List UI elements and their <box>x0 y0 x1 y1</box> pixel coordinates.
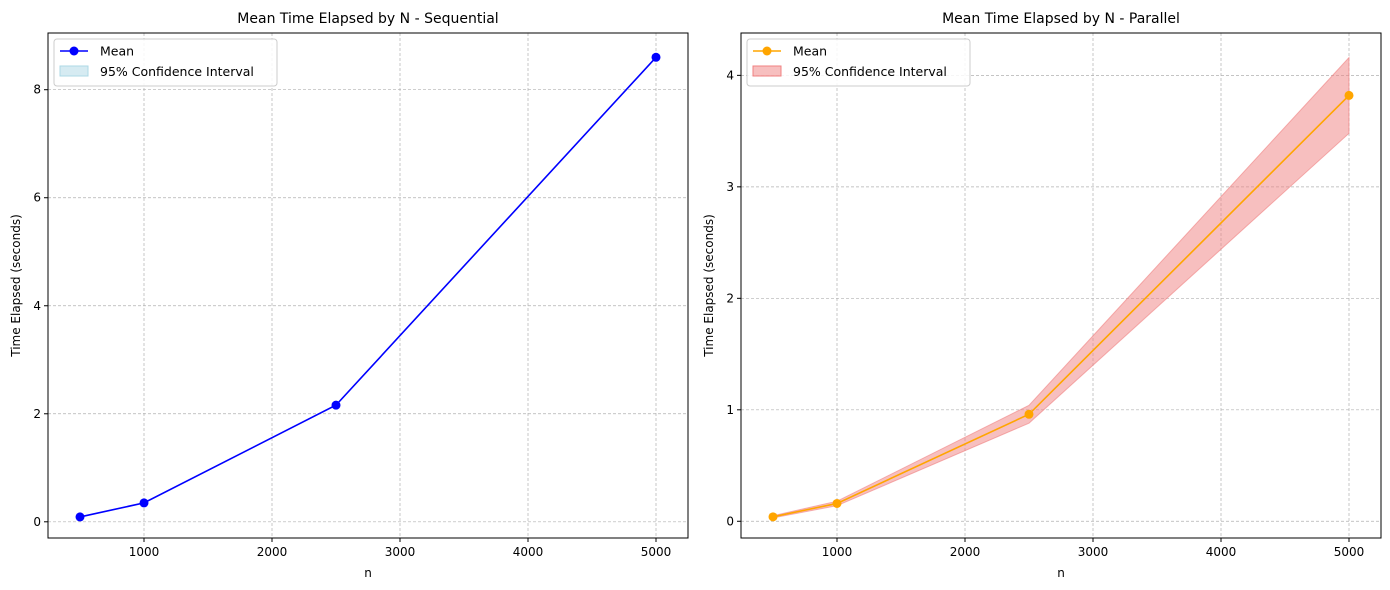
series-layer <box>75 52 661 522</box>
confidence-band-layer <box>772 56 1350 519</box>
mean-point <box>1024 409 1034 419</box>
x-tick-label: 3000 <box>385 545 416 559</box>
x-tick-label: 2000 <box>950 545 981 559</box>
x-axis-label: n <box>1057 566 1065 580</box>
y-tick-label: 0 <box>726 514 734 528</box>
legend-ci-label: 95% Confidence Interval <box>100 64 254 79</box>
parallel-chart: Mean Time Elapsed by N - Parallel 1000 20… <box>702 11 1382 580</box>
sequential-chart: Mean Time Elapsed by N - Sequential 1000… <box>9 11 689 580</box>
tick-layer: 1000 2000 3000 4000 5000 0 2 4 6 8 <box>33 83 671 559</box>
mean-line <box>772 94 1350 518</box>
legend-frame <box>746 38 971 87</box>
legend-mean-marker-swatch <box>762 46 772 56</box>
y-tick-label: 6 <box>33 191 41 205</box>
mean-point <box>331 400 341 410</box>
legend: Mean 95% Confidence Interval <box>746 38 971 87</box>
mean-point <box>768 512 778 522</box>
legend-ci-swatch <box>752 65 782 77</box>
mean-point <box>139 498 149 508</box>
x-tick-label: 4000 <box>513 545 544 559</box>
grid <box>48 33 688 538</box>
confidence-interval-band <box>772 56 1350 519</box>
series-layer <box>768 90 1354 522</box>
plot-frame <box>740 32 1382 539</box>
plot-frame <box>47 32 689 539</box>
legend-ci-swatch <box>59 65 89 77</box>
x-tick-label: 5000 <box>641 545 672 559</box>
x-tick-label: 3000 <box>1078 545 1109 559</box>
y-tick-label: 4 <box>726 68 734 82</box>
y-tick-label: 0 <box>33 515 41 529</box>
legend-mean-label: Mean <box>793 44 827 59</box>
chart-title: Mean Time Elapsed by N - Sequential <box>237 11 498 27</box>
y-axis-label: Time Elapsed (seconds) <box>702 214 716 358</box>
x-tick-label: 2000 <box>257 545 288 559</box>
x-tick-label: 1000 <box>129 545 160 559</box>
chart-title: Mean Time Elapsed by N - Parallel <box>942 11 1180 27</box>
grid <box>741 33 1381 538</box>
mean-point <box>1344 90 1354 100</box>
x-tick-label: 1000 <box>822 545 853 559</box>
legend-mean-label: Mean <box>100 44 134 59</box>
legend-ci-label: 95% Confidence Interval <box>793 64 947 79</box>
y-axis-label: Time Elapsed (seconds) <box>9 214 23 358</box>
mean-point <box>832 498 842 508</box>
legend-frame <box>53 38 278 87</box>
y-tick-label: 2 <box>33 407 41 421</box>
x-axis-label: n <box>364 566 372 580</box>
legend: Mean 95% Confidence Interval <box>53 38 278 87</box>
y-tick-label: 4 <box>33 299 41 313</box>
mean-point <box>75 512 85 522</box>
legend-mean-marker-swatch <box>69 46 79 56</box>
y-tick-label: 3 <box>726 180 734 194</box>
x-tick-label: 4000 <box>1206 545 1237 559</box>
x-tick-label: 5000 <box>1334 545 1365 559</box>
tick-layer: 1000 2000 3000 4000 5000 0 1 2 3 4 <box>726 68 1364 559</box>
mean-point <box>651 52 661 62</box>
y-tick-label: 8 <box>33 83 41 97</box>
mean-line <box>79 56 657 518</box>
y-tick-label: 2 <box>726 291 734 305</box>
y-tick-label: 1 <box>726 403 734 417</box>
